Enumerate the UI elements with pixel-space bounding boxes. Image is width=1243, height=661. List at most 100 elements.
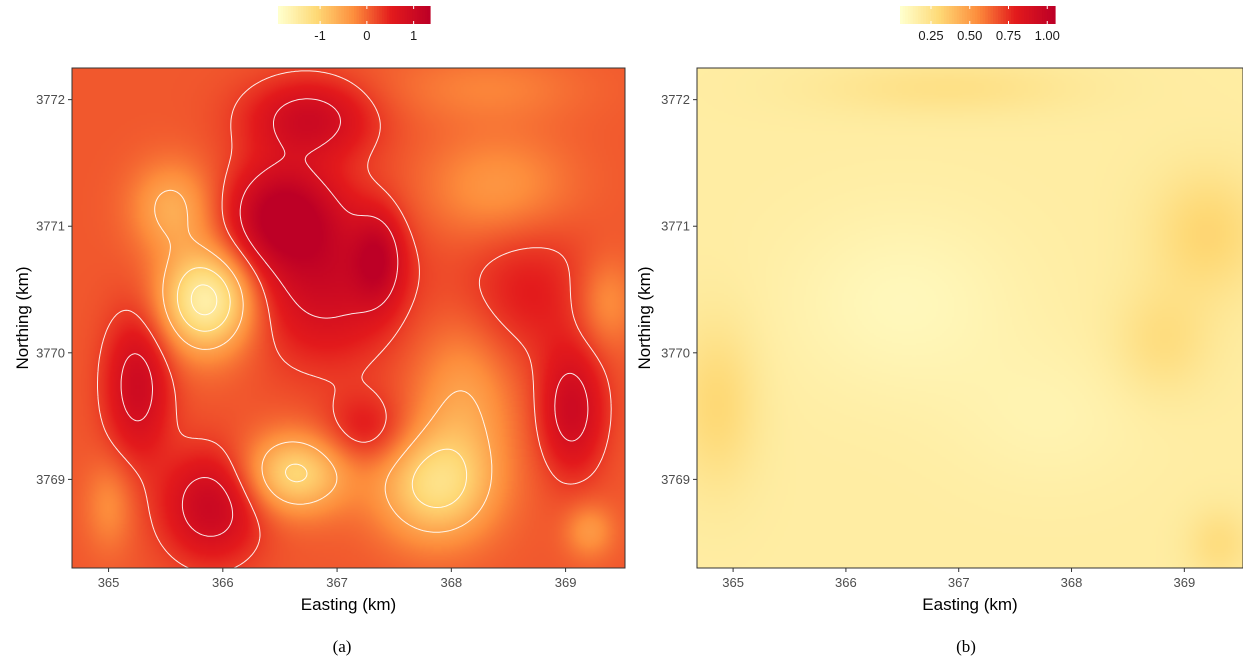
colorbar-swatch <box>941 6 945 24</box>
y-tick-label: 3771 <box>661 219 690 234</box>
colorbar-swatch <box>1031 6 1035 24</box>
x-tick-label: 367 <box>948 575 970 590</box>
colorbar-swatch <box>1036 6 1041 24</box>
colorbar-swatch <box>351 6 355 24</box>
colorbar-swatch <box>326 6 330 24</box>
colorbar-swatch <box>414 6 418 24</box>
y-tick-label: 3770 <box>661 345 690 360</box>
colorbar-swatch <box>956 6 961 24</box>
colorbar-swatch <box>397 6 401 24</box>
colorbar-label: 1.00 <box>1035 28 1060 43</box>
colorbar-swatch <box>293 6 297 24</box>
heatmap-a <box>72 68 625 568</box>
colorbar-swatch <box>298 6 302 24</box>
colorbar-swatch <box>285 6 289 24</box>
colorbar-swatch <box>962 6 966 24</box>
y-tick-label: 3772 <box>36 92 65 107</box>
colorbar-swatch <box>374 6 378 24</box>
x-tick-label: 367 <box>326 575 348 590</box>
colorbar-swatch <box>964 6 968 24</box>
colorbar-swatch <box>392 6 396 24</box>
caption-a: (a) <box>333 637 352 656</box>
colorbar-swatch <box>288 6 292 24</box>
colorbar-swatch <box>354 6 358 24</box>
colorbar-swatch <box>331 6 335 24</box>
colorbar-swatch <box>424 6 429 24</box>
x-axis-b: 365 366 367 368 369 <box>722 568 1195 590</box>
colorbar-swatch <box>969 6 973 24</box>
colorbar-swatch <box>300 6 304 24</box>
x-tick-label: 368 <box>440 575 462 590</box>
colorbar-swatch <box>1000 6 1004 24</box>
colorbar-swatch <box>364 6 368 24</box>
y-axis-b: 3769 3770 3771 3772 <box>661 92 697 487</box>
colorbar-swatch <box>336 6 340 24</box>
colorbar-swatch <box>1003 6 1007 24</box>
colorbar-swatch <box>959 6 963 24</box>
colorbar-swatch <box>305 6 309 24</box>
colorbar-swatch <box>316 6 320 24</box>
colorbar-swatch <box>310 6 315 24</box>
colorbar-swatch <box>409 6 413 24</box>
colorbar-swatch <box>369 6 373 24</box>
colorbar-swatch <box>366 6 370 24</box>
colorbar-swatch <box>925 6 930 24</box>
colorbar-swatch <box>1049 6 1054 24</box>
colorbar-swatch <box>407 6 411 24</box>
x-axis-title-b: Easting (km) <box>922 595 1017 614</box>
colorbar-swatch <box>1013 6 1017 24</box>
y-tick-label: 3771 <box>36 219 65 234</box>
colorbar-swatch <box>912 6 917 24</box>
colorbar-swatch <box>384 6 388 24</box>
colorbar-swatch <box>381 6 385 24</box>
colorbar-swatch <box>949 6 953 24</box>
colorbar-swatch <box>1021 6 1025 24</box>
colorbar-swatch <box>1039 6 1043 24</box>
colorbar-swatch <box>938 6 942 24</box>
colorbar-swatch <box>951 6 955 24</box>
x-tick-label: 369 <box>1173 575 1195 590</box>
colorbar-swatch <box>1008 6 1012 24</box>
colorbar-label: 1 <box>410 28 417 43</box>
colorbar-swatch <box>931 6 935 24</box>
colorbar-a: -1 0 1 <box>278 6 431 43</box>
colorbar-swatch <box>920 6 924 24</box>
colorbar-swatch <box>915 6 919 24</box>
plot-border-a <box>71 67 626 569</box>
y-tick-label: 3769 <box>661 472 690 487</box>
colorbar-swatch <box>346 6 350 24</box>
colorbar-swatch <box>386 6 391 24</box>
y-axis-title-b: Northing (km) <box>635 267 654 370</box>
colorbar-swatch <box>905 6 909 24</box>
colorbar-swatch <box>1047 6 1051 24</box>
y-tick-label: 3772 <box>661 92 690 107</box>
colorbar-swatch <box>303 6 307 24</box>
colorbar-label: 0 <box>363 28 370 43</box>
x-tick-label: 368 <box>1061 575 1083 590</box>
colorbar-swatch <box>1052 6 1056 24</box>
colorbar-swatch <box>356 6 360 24</box>
colorbar-swatch <box>954 6 958 24</box>
contour-lines-a <box>97 70 612 569</box>
colorbar-swatch <box>278 6 282 24</box>
colorbar-swatch <box>361 6 365 24</box>
colorbar-swatch <box>987 6 992 24</box>
colorbar-swatch <box>348 6 353 24</box>
colorbar-swatch <box>990 6 994 24</box>
colorbar-swatch <box>1026 6 1030 24</box>
colorbar-swatch <box>333 6 337 24</box>
y-axis-a: 3769 3770 3771 3772 <box>36 92 72 487</box>
x-axis-title-a: Easting (km) <box>301 595 396 614</box>
colorbar-swatch <box>280 6 284 24</box>
colorbar-swatch <box>417 6 421 24</box>
panel-b: 0.25 0.50 0.75 1.00 365 366 367 368 369 3769 377… <box>635 6 1243 656</box>
colorbar-swatch <box>389 6 393 24</box>
colorbar-swatch <box>1011 6 1015 24</box>
colorbar-swatch <box>419 6 423 24</box>
x-axis-a: 365 366 367 368 369 <box>98 568 576 590</box>
colorbar-swatch <box>371 6 375 24</box>
x-tick-label: 366 <box>212 575 234 590</box>
colorbar-swatch <box>412 6 416 24</box>
colorbar-b: 0.25 0.50 0.75 1.00 <box>900 6 1060 43</box>
